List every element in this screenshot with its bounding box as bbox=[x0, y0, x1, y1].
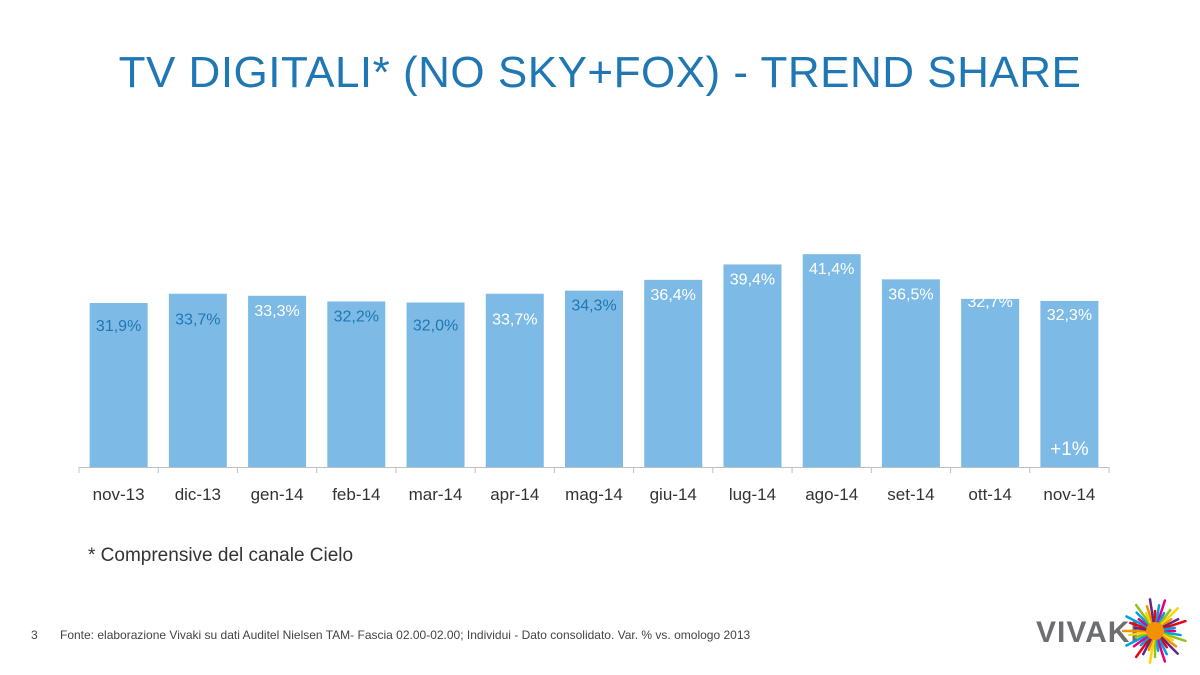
x-tick-label: mag-14 bbox=[565, 485, 623, 504]
data-label: 36,4% bbox=[651, 287, 696, 304]
data-label: 32,7% bbox=[967, 294, 1012, 311]
data-label: 33,3% bbox=[254, 303, 299, 320]
page-number: 3 bbox=[31, 628, 38, 642]
bar-mar-14 bbox=[406, 302, 465, 467]
data-label: 34,3% bbox=[571, 298, 616, 315]
source-note: Fonte: elaborazione Vivaki su dati Audit… bbox=[60, 628, 751, 642]
data-label: 31,9% bbox=[96, 318, 141, 335]
bar-ott-14 bbox=[961, 298, 1020, 467]
x-tick-label: giu-14 bbox=[650, 485, 697, 504]
x-tick-label: ago-14 bbox=[805, 485, 858, 504]
bar-ago-14 bbox=[802, 254, 861, 467]
data-label: 33,7% bbox=[492, 312, 537, 329]
x-tick-label: dic-13 bbox=[175, 485, 221, 504]
vivaki-logo: VIVAKI bbox=[1030, 598, 1190, 668]
data-label: 39,4% bbox=[730, 271, 775, 288]
x-tick-label: feb-14 bbox=[332, 485, 380, 504]
chart-title: TV DIGITALI* (NO SKY+FOX) - TREND SHARE bbox=[118, 48, 1082, 97]
logo-text: VIVAKI bbox=[1036, 616, 1140, 649]
footnote: * Comprensive del canale Cielo bbox=[88, 545, 354, 566]
data-label: 41,4% bbox=[809, 261, 854, 278]
bar-gen-14 bbox=[248, 295, 307, 467]
bar-mag-14 bbox=[565, 290, 623, 467]
bar-feb-14 bbox=[327, 301, 386, 467]
bar-dic-13 bbox=[168, 293, 227, 467]
bar-nov-14 bbox=[1040, 300, 1099, 467]
x-tick-label: apr-14 bbox=[490, 485, 539, 504]
data-label: 32,0% bbox=[413, 317, 458, 334]
logo-burst-icon bbox=[1122, 598, 1187, 664]
bar-nov-13 bbox=[89, 303, 148, 467]
data-label: 33,7% bbox=[175, 312, 220, 329]
bar-set-14 bbox=[881, 279, 940, 467]
x-tick-label: set-14 bbox=[887, 485, 934, 504]
bar-lug-14 bbox=[723, 264, 782, 467]
data-label: 32,2% bbox=[334, 308, 379, 325]
x-tick-label: mar-14 bbox=[409, 485, 463, 504]
data-label: 32,3% bbox=[1047, 307, 1092, 324]
bar-giu-14 bbox=[644, 279, 703, 467]
x-tick-label: gen-14 bbox=[251, 485, 304, 504]
x-tick-label: nov-14 bbox=[1043, 485, 1095, 504]
x-tick-label: lug-14 bbox=[729, 485, 776, 504]
x-tick-label: ott-14 bbox=[968, 485, 1011, 504]
data-label: 36,5% bbox=[888, 286, 933, 303]
bar-apr-14 bbox=[485, 293, 544, 467]
change-annotation: +1% bbox=[1050, 439, 1089, 460]
x-tick-label: nov-13 bbox=[93, 485, 145, 504]
